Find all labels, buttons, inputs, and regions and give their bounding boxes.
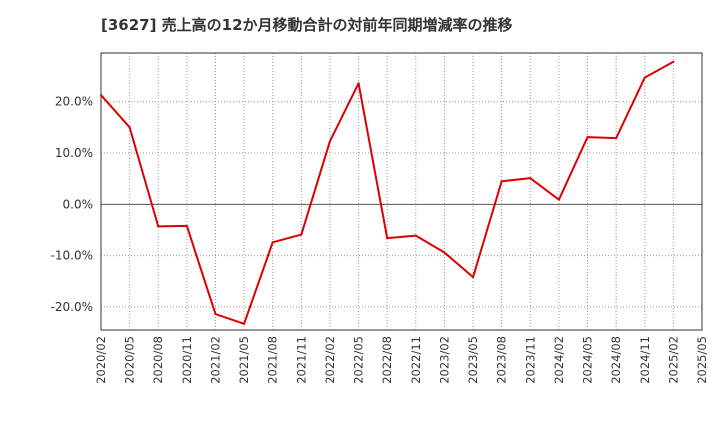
data-point: [300, 233, 303, 236]
data-point: [529, 177, 532, 180]
x-tick-label: 2024/02: [552, 336, 566, 384]
data-point: [243, 322, 246, 325]
chart-title: [3627] 売上高の12か月移動合計の対前年同期増減率の推移: [101, 16, 513, 34]
x-tick-label: 2024/08: [609, 336, 623, 384]
y-tick-label: 0.0%: [63, 197, 94, 211]
y-tick-label: 10.0%: [55, 146, 93, 160]
x-tick-label: 2023/08: [495, 336, 509, 384]
x-tick-label: 2020/02: [94, 336, 108, 384]
x-tick-label: 2024/05: [581, 336, 595, 384]
y-axis: -20.0% -10.0% 0.0% 10.0% 20.0%: [51, 95, 93, 314]
data-point: [185, 224, 188, 227]
data-point: [214, 313, 217, 316]
data-point: [472, 276, 475, 279]
x-axis: 2020/02 2020/05 2020/08 2020/11 2021/02 2021/…: [94, 336, 709, 384]
data-point: [328, 140, 331, 143]
data-point: [586, 136, 589, 139]
data-point: [643, 76, 646, 79]
data-point: [271, 241, 274, 244]
data-point: [615, 137, 618, 140]
data-point: [414, 234, 417, 237]
y-tick-label: -20.0%: [51, 300, 93, 314]
data-point: [357, 82, 360, 85]
x-tick-label: 2022/02: [323, 336, 337, 384]
x-tick-label: 2021/11: [294, 336, 308, 384]
x-tick-label: 2023/02: [437, 336, 451, 384]
x-tick-label: 2020/08: [151, 336, 165, 384]
x-tick-label: 2021/05: [237, 336, 251, 384]
x-tick-label: 2025/05: [695, 336, 709, 384]
x-tick-label: 2021/08: [266, 336, 280, 384]
plot-area: [100, 52, 703, 331]
x-tick-label: 2024/11: [638, 336, 652, 384]
data-point: [157, 225, 160, 228]
y-tick-label: 20.0%: [55, 95, 93, 109]
data-point: [500, 180, 503, 183]
data-point: [128, 126, 131, 129]
data-point: [557, 198, 560, 201]
x-tick-label: 2020/11: [180, 336, 194, 384]
data-point: [386, 237, 389, 240]
x-tick-label: 2025/02: [666, 336, 680, 384]
x-tick-label: 2022/05: [352, 336, 366, 384]
series: [100, 60, 675, 325]
x-tick-label: 2023/11: [523, 336, 537, 384]
grid: [101, 53, 702, 330]
x-tick-label: 2021/02: [208, 336, 222, 384]
x-tick-label: 2023/05: [466, 336, 480, 384]
y-tick-label: -10.0%: [51, 249, 93, 263]
data-point: [443, 251, 446, 254]
x-tick-label: 2022/08: [380, 336, 394, 384]
data-point: [672, 60, 675, 63]
x-tick-label: 2020/05: [123, 336, 137, 384]
data-point: [100, 94, 102, 97]
x-tick-label: 2022/11: [409, 336, 423, 384]
